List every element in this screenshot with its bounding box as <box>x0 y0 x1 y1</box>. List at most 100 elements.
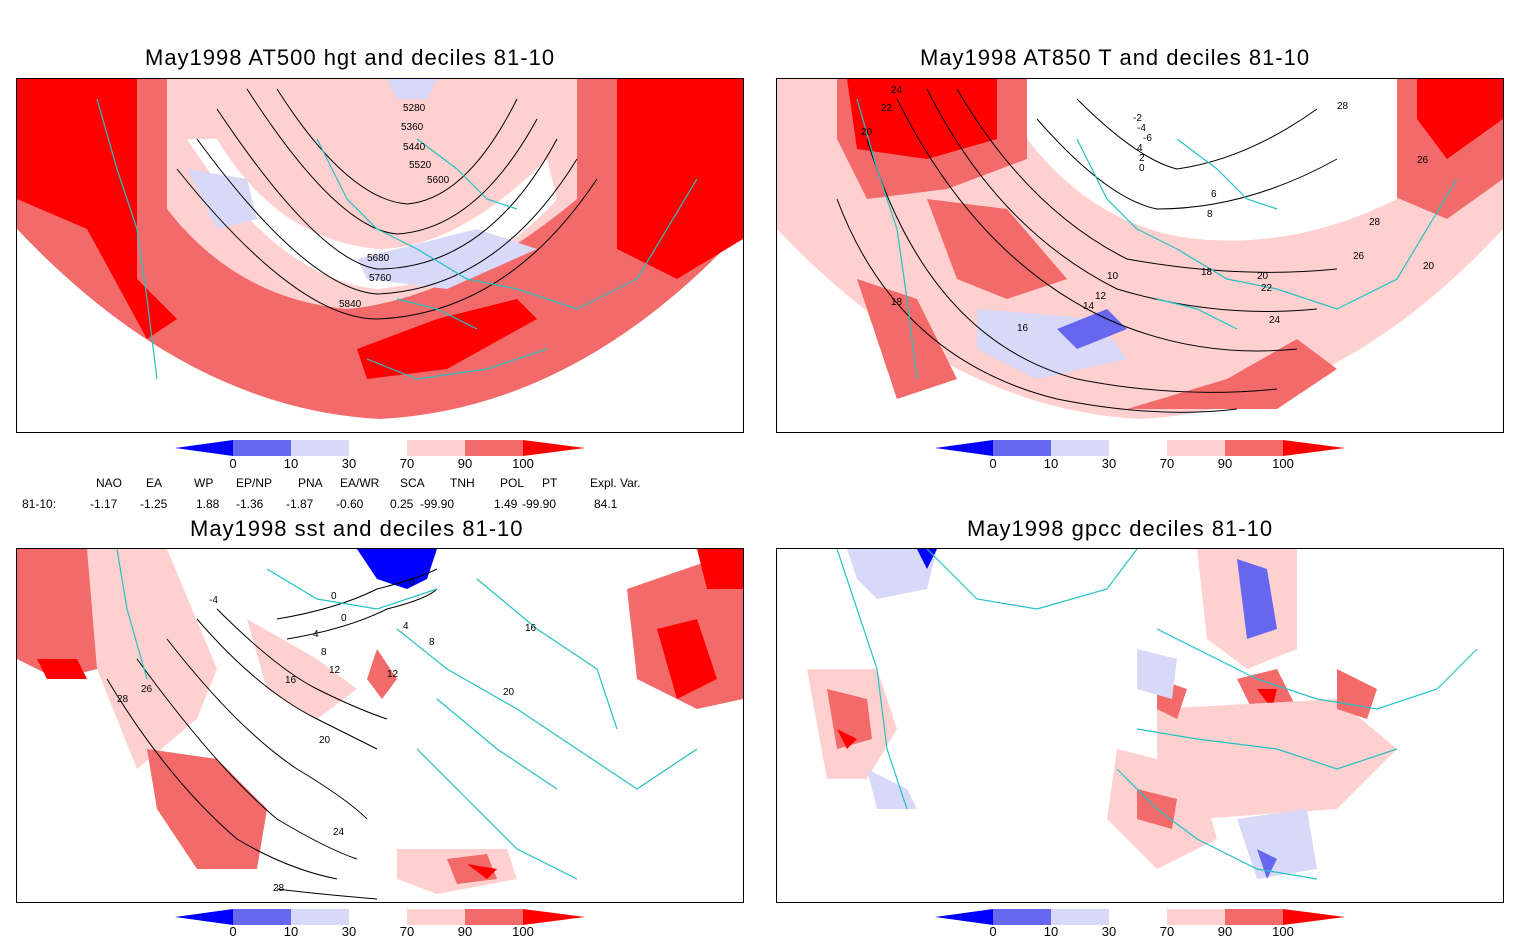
svg-text:6: 6 <box>1211 189 1217 200</box>
deciles-above-high <box>357 299 537 379</box>
colorbar-swatch <box>175 440 233 456</box>
svg-text:26: 26 <box>1353 251 1365 262</box>
deciles-above-high <box>37 659 87 679</box>
colorbar-swatch <box>233 440 291 456</box>
colorbar-tick: 0 <box>989 924 997 939</box>
colorbar-swatch <box>1109 909 1167 925</box>
colorbar-sst: 0 10 30 70 90 100 <box>175 909 585 940</box>
index-header: EP/NP <box>236 476 273 490</box>
colorbar-tick: 100 <box>512 456 534 471</box>
svg-text:-4: -4 <box>209 595 218 606</box>
index-value: -1.87 <box>286 497 314 511</box>
index-value: -1.36 <box>236 497 264 511</box>
deciles-above-light <box>87 549 217 769</box>
deciles-below-light <box>867 769 917 809</box>
colorbar-swatch <box>1283 909 1345 925</box>
colorbar-tick: 70 <box>1159 924 1175 939</box>
colorbar-gpcc: 0 10 30 70 90 100 <box>935 909 1345 940</box>
svg-text:22: 22 <box>1261 283 1273 294</box>
svg-text:18: 18 <box>891 297 903 308</box>
colorbar-gpcc-swatches <box>935 909 1345 925</box>
colorbar-tick: 10 <box>283 456 299 471</box>
svg-text:5600: 5600 <box>427 175 450 186</box>
svg-text:10: 10 <box>1107 271 1119 282</box>
map-gpcc-canvas <box>807 549 1478 880</box>
svg-text:2: 2 <box>1139 153 1145 164</box>
svg-text:20: 20 <box>503 687 515 698</box>
colorbar-swatch <box>1283 440 1345 456</box>
svg-text:18: 18 <box>1201 267 1213 278</box>
colorbar-sst-swatches <box>175 909 585 925</box>
colorbar-tick: 70 <box>399 924 415 939</box>
svg-text:20: 20 <box>1423 261 1435 272</box>
svg-text:0: 0 <box>409 577 415 588</box>
colorbar-swatch <box>465 440 523 456</box>
index-header: Expl. Var. <box>590 476 641 490</box>
colorbar-swatch <box>407 909 465 925</box>
svg-text:28: 28 <box>1369 217 1381 228</box>
colorbar-tick: 10 <box>1043 924 1059 939</box>
colorbar-swatch <box>935 909 993 925</box>
deciles-below-mid <box>1057 309 1127 349</box>
index-value: -1.25 <box>140 497 168 511</box>
map-t850: 24 22 20 18 10 -2 -4 -6 4 2 0 6 8 12 14 … <box>776 78 1504 433</box>
deciles-below-light <box>387 79 437 99</box>
deciles-above-mid <box>827 689 872 749</box>
colorbar-tick: 30 <box>341 924 357 939</box>
deciles-above-mid <box>1127 339 1337 409</box>
colorbar-swatch <box>465 909 523 925</box>
deciles-below-light <box>1137 649 1177 699</box>
svg-text:5840: 5840 <box>339 299 362 310</box>
colorbar-tick: 90 <box>457 924 473 939</box>
colorbar-tick: 0 <box>229 456 237 471</box>
colorbar-hgt500: 0 10 30 70 90 100 <box>175 440 585 474</box>
colorbar-swatch <box>523 440 585 456</box>
svg-text:26: 26 <box>141 684 153 695</box>
index-value: 84.1 <box>594 497 618 511</box>
colorbar-tick: 90 <box>457 456 473 471</box>
svg-text:-2: -2 <box>1133 113 1142 124</box>
deciles-above-high <box>17 79 177 339</box>
svg-text:20: 20 <box>319 735 331 746</box>
svg-text:28: 28 <box>1337 101 1349 112</box>
svg-text:22: 22 <box>881 103 893 114</box>
deciles-above-high <box>617 79 743 279</box>
svg-text:24: 24 <box>891 85 903 96</box>
colorbar-tick: 0 <box>229 924 237 939</box>
colorbar-t850-swatches <box>935 440 1345 456</box>
colorbar-swatch <box>175 909 233 925</box>
deciles-below-light <box>1237 809 1317 879</box>
colorbar-swatch <box>291 440 349 456</box>
index-header: SCA <box>400 476 425 490</box>
colorbar-tick: 70 <box>399 456 415 471</box>
map-sst: 28 26 0 0 4 8 12 16 20 24 28 0 4 8 16 20… <box>16 548 744 903</box>
colorbar-tick: 30 <box>1101 456 1117 471</box>
svg-text:20: 20 <box>1257 271 1269 282</box>
svg-text:5360: 5360 <box>401 122 424 133</box>
deciles-below-mid <box>1237 559 1277 639</box>
index-value: 0.25 <box>390 497 414 511</box>
deciles-above-high <box>697 549 743 589</box>
svg-text:16: 16 <box>285 675 297 686</box>
svg-text:-6: -6 <box>1143 133 1152 144</box>
panel-title-gpcc: May1998 gpcc deciles 81-10 <box>967 516 1274 541</box>
deciles-above-high <box>847 79 997 159</box>
colorbar-tick: 0 <box>989 456 997 471</box>
colorbar-tick: 90 <box>1217 924 1233 939</box>
deciles-above-light <box>1157 699 1397 819</box>
deciles-below-strong <box>357 549 437 589</box>
colorbar-tick: 70 <box>1159 456 1175 471</box>
colorbar-swatch <box>935 440 993 456</box>
svg-text:12: 12 <box>1095 291 1107 302</box>
deciles-above-mid <box>147 749 267 869</box>
svg-text:24: 24 <box>1269 315 1281 326</box>
svg-text:26: 26 <box>1417 155 1429 166</box>
deciles-above-light <box>247 619 357 719</box>
colorbar-swatch <box>291 909 349 925</box>
colorbar-tick: 100 <box>512 924 534 939</box>
svg-text:8: 8 <box>429 637 435 648</box>
svg-text:-4: -4 <box>1137 123 1146 134</box>
map-hgt500: 5280 5360 5440 5520 5600 5680 5760 5840 <box>16 78 744 433</box>
svg-text:20: 20 <box>861 127 873 138</box>
svg-text:28: 28 <box>117 694 129 705</box>
